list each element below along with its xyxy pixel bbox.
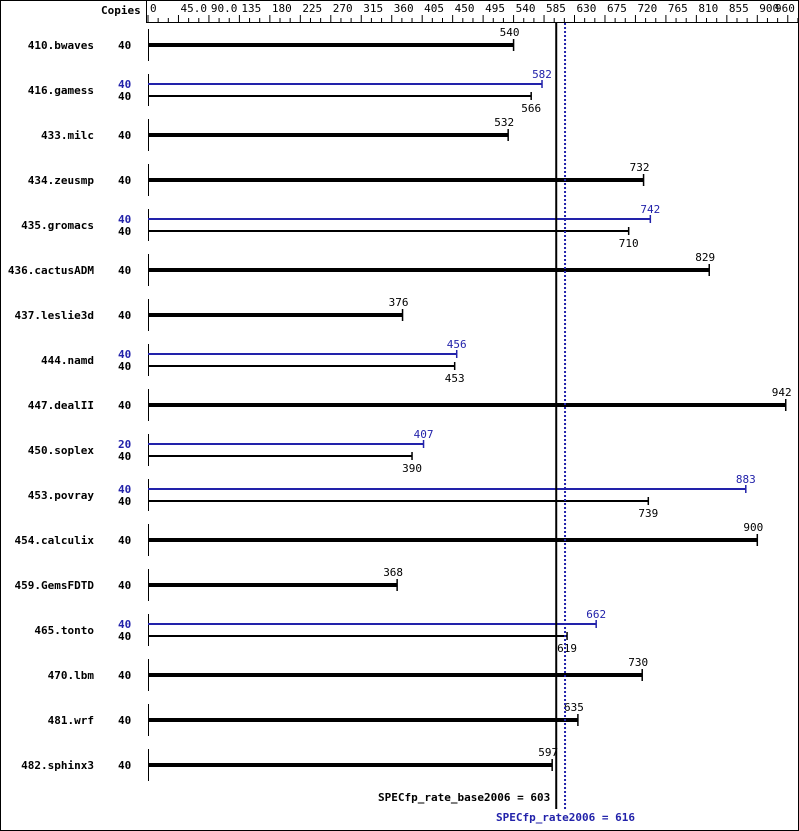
benchmark-label: 416.gamess [28, 84, 94, 97]
benchmark-label: 436.cactusADM [8, 264, 94, 277]
peak-copies: 40 [118, 213, 131, 226]
peak-copies: 40 [118, 78, 131, 91]
base-value-label: 453 [445, 372, 465, 385]
benchmark-label: 481.wrf [48, 714, 94, 727]
benchmark-label: 433.milc [41, 129, 94, 142]
tick-label: 585 [546, 2, 566, 15]
tick-label: 765 [668, 2, 688, 15]
benchmark-label: 465.tonto [34, 624, 94, 637]
base-copies: 40 [118, 759, 131, 772]
peak-copies: 40 [118, 348, 131, 361]
tick-label: 855 [729, 2, 749, 15]
tick-label: 180 [272, 2, 292, 15]
tick-label: 0 [150, 2, 157, 15]
base-value-label: 390 [402, 462, 422, 475]
base-copies: 40 [118, 174, 131, 187]
base-value-label: 566 [521, 102, 541, 115]
benchmark-label: 434.zeusmp [28, 174, 95, 187]
base-copies: 40 [118, 399, 131, 412]
tick-label: 810 [698, 2, 718, 15]
tick-label: 135 [241, 2, 261, 15]
benchmark-label: 435.gromacs [21, 219, 94, 232]
benchmark-label: 453.povray [28, 489, 95, 502]
benchmark-label: 437.leslie3d [15, 309, 94, 322]
tick-label: 450 [455, 2, 475, 15]
benchmark-label: 482.sphinx3 [21, 759, 94, 772]
benchmark-label: 450.soplex [28, 444, 95, 457]
base-value-label: 900 [743, 521, 763, 534]
benchmark-label: 447.dealII [28, 399, 94, 412]
base-copies: 40 [118, 39, 131, 52]
base-value-label: 829 [695, 251, 715, 264]
base-copies: 40 [118, 534, 131, 547]
base-value-label: 540 [500, 26, 520, 39]
tick-label: 960 [775, 2, 795, 15]
base-copies: 40 [118, 264, 131, 277]
base-copies: 40 [118, 90, 131, 103]
base-copies: 40 [118, 450, 131, 463]
base-copies: 40 [118, 714, 131, 727]
benchmark-label: 410.bwaves [28, 39, 94, 52]
base-value-label: 635 [564, 701, 584, 714]
base-value-label: 376 [389, 296, 409, 309]
base-value-label: 739 [638, 507, 658, 520]
base-value-label: 710 [619, 237, 639, 250]
tick-label: 675 [607, 2, 627, 15]
base-value-label: 532 [494, 116, 514, 129]
base-copies: 40 [118, 360, 131, 373]
peak-value-label: 456 [447, 338, 467, 351]
peak-value-label: 582 [532, 68, 552, 81]
copies-header: Copies [101, 4, 141, 17]
base-value-label: 597 [538, 746, 558, 759]
base-copies: 40 [118, 129, 131, 142]
base-copies: 40 [118, 669, 131, 682]
tick-label: 225 [302, 2, 322, 15]
base-value-label: 732 [630, 161, 650, 174]
tick-label: 270 [333, 2, 353, 15]
base-copies: 40 [118, 495, 131, 508]
base-copies: 40 [118, 225, 131, 238]
tick-label: 360 [394, 2, 414, 15]
tick-label: 315 [363, 2, 383, 15]
benchmark-label: 459.GemsFDTD [15, 579, 95, 592]
tick-label: 495 [485, 2, 505, 15]
tick-label: 720 [637, 2, 657, 15]
tick-label: 45.0 [180, 2, 207, 15]
tick-label: 90.0 [211, 2, 238, 15]
peak-value-label: 407 [414, 428, 434, 441]
tick-label: 900 [759, 2, 779, 15]
base-copies: 40 [118, 309, 131, 322]
base-mean-label: SPECfp_rate_base2006 = 603 [378, 791, 550, 804]
benchmark-label: 444.namd [41, 354, 94, 367]
peak-value-label: 742 [640, 203, 660, 216]
tick-label: 630 [577, 2, 597, 15]
peak-copies: 20 [118, 438, 131, 451]
base-value-label: 368 [383, 566, 403, 579]
peak-value-label: 662 [586, 608, 606, 621]
base-copies: 40 [118, 630, 131, 643]
base-copies: 40 [118, 579, 131, 592]
benchmark-label: 454.calculix [15, 534, 95, 547]
benchmark-label: 470.lbm [48, 669, 95, 682]
tick-label: 540 [516, 2, 536, 15]
peak-value-label: 883 [736, 473, 756, 486]
peak-mean-label: SPECfp_rate2006 = 616 [496, 811, 635, 824]
peak-copies: 40 [118, 483, 131, 496]
base-value-label: 942 [772, 386, 792, 399]
base-value-label: 730 [628, 656, 648, 669]
tick-label: 405 [424, 2, 444, 15]
base-value-label: 619 [557, 642, 577, 655]
peak-copies: 40 [118, 618, 131, 631]
